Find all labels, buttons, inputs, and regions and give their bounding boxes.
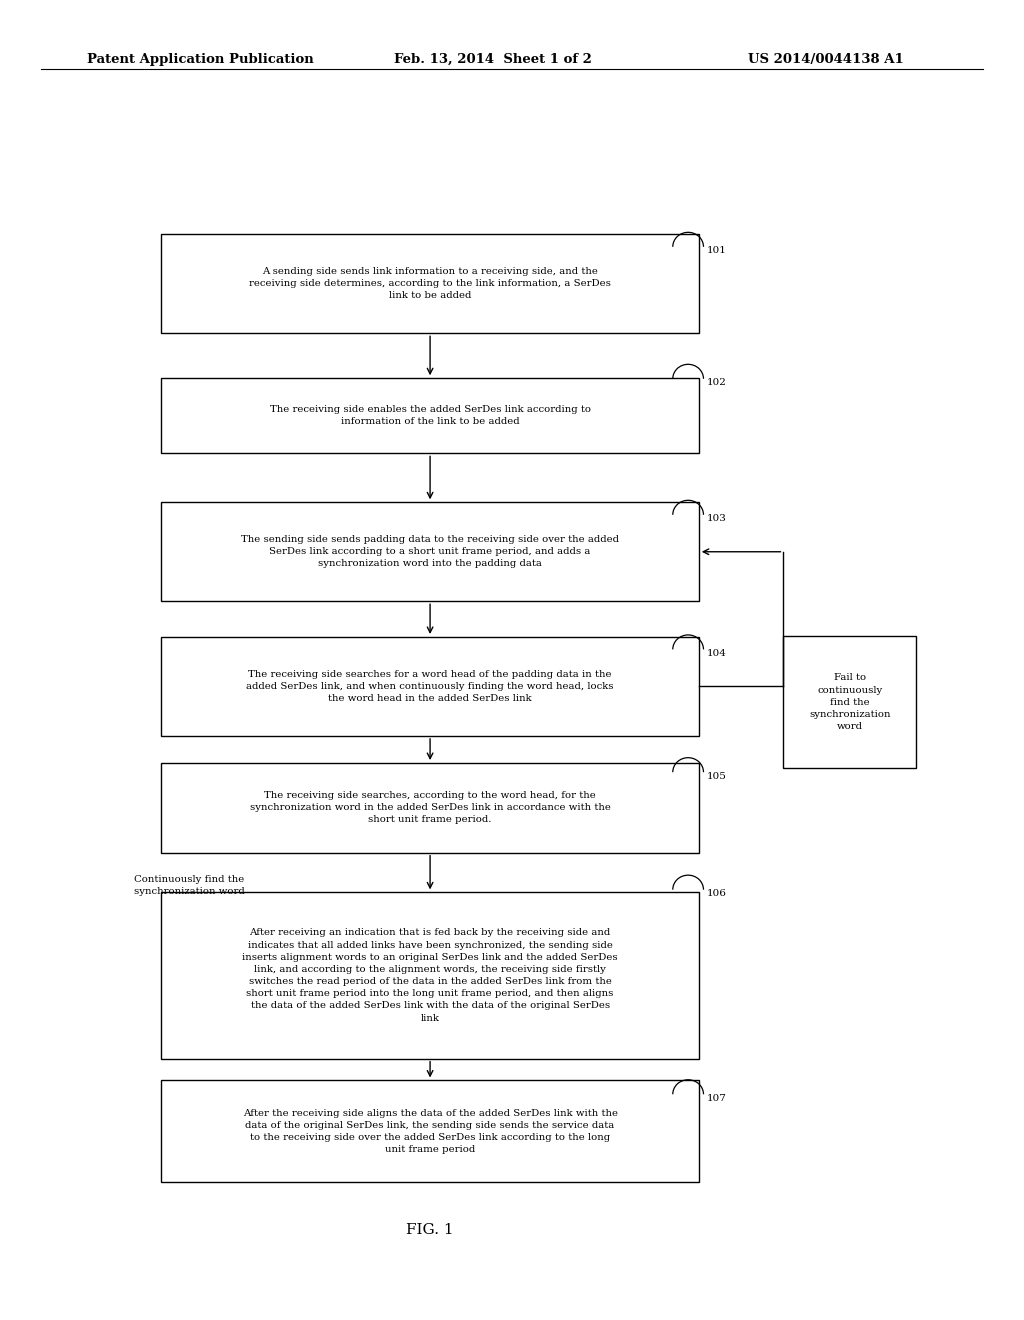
Bar — [161, 892, 698, 1059]
Text: The receiving side searches, according to the word head, for the
synchronization: The receiving side searches, according t… — [250, 791, 610, 825]
Text: 103: 103 — [707, 515, 726, 523]
Bar — [161, 763, 698, 853]
Text: The receiving side searches for a word head of the padding data in the
added Ser: The receiving side searches for a word h… — [247, 669, 613, 704]
Bar — [161, 1080, 698, 1183]
Bar — [161, 378, 698, 453]
Text: Fail to
continuously
find the
synchronization
word: Fail to continuously find the synchroniz… — [809, 673, 891, 731]
Bar — [161, 638, 698, 737]
Text: Feb. 13, 2014  Sheet 1 of 2: Feb. 13, 2014 Sheet 1 of 2 — [394, 53, 592, 66]
Text: The receiving side enables the added SerDes link according to
information of the: The receiving side enables the added Ser… — [269, 405, 591, 426]
Text: The sending side sends padding data to the receiving side over the added
SerDes : The sending side sends padding data to t… — [241, 535, 620, 569]
Text: Continuously find the
synchronization word: Continuously find the synchronization wo… — [134, 875, 245, 896]
Text: After the receiving side aligns the data of the added SerDes link with the
data : After the receiving side aligns the data… — [243, 1109, 617, 1154]
Text: 106: 106 — [707, 890, 726, 898]
Text: 107: 107 — [707, 1094, 726, 1102]
Text: 104: 104 — [707, 649, 726, 657]
Text: A sending side sends link information to a receiving side, and the
receiving sid: A sending side sends link information to… — [249, 267, 611, 301]
Text: FIG. 1: FIG. 1 — [407, 1224, 454, 1237]
Text: US 2014/0044138 A1: US 2014/0044138 A1 — [748, 53, 903, 66]
Text: Patent Application Publication: Patent Application Publication — [87, 53, 313, 66]
Bar — [783, 636, 916, 768]
Text: 101: 101 — [707, 247, 726, 255]
Text: 102: 102 — [707, 379, 726, 387]
Bar — [161, 235, 698, 333]
Text: 105: 105 — [707, 772, 726, 780]
Bar — [161, 502, 698, 602]
Text: After receiving an indication that is fed back by the receiving side and
indicat: After receiving an indication that is fe… — [243, 928, 617, 1023]
